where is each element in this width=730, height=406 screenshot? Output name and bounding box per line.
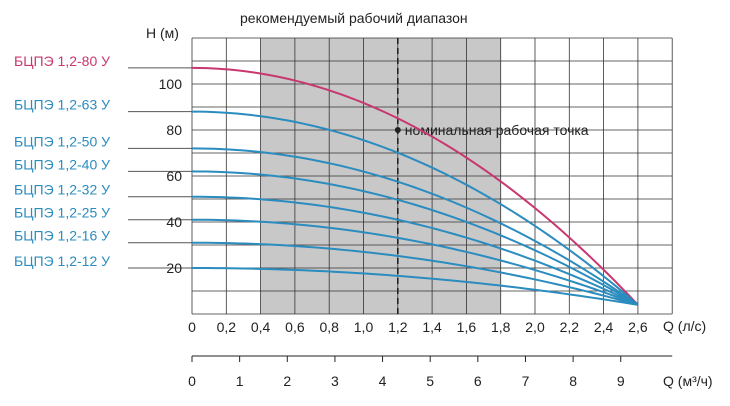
y-tick-label: 60 (166, 168, 182, 184)
x-tick-label: 0,8 (319, 319, 339, 335)
x-tick-label: 0,2 (217, 319, 237, 335)
series-label: БЦПЭ 1,2-63 У (14, 97, 110, 113)
x-tick-label: 2,6 (628, 319, 648, 335)
y-tick-label: 40 (166, 214, 182, 230)
nominal-point-label: номинальная рабочая точка (405, 122, 589, 138)
x-tick-label: 0 (188, 319, 196, 335)
series-curve (191, 110, 639, 306)
series-curve (191, 66, 639, 306)
x-tick-label: 1,0 (354, 319, 374, 335)
y-tick-label: 100 (159, 76, 183, 92)
x2-tick-label: 0 (188, 373, 196, 389)
series-curve (191, 241, 639, 306)
series-label: БЦПЭ 1,2-50 У (14, 133, 110, 149)
chart-title: рекомендуемый рабочий диапазон (240, 10, 468, 26)
series-curve (191, 267, 639, 306)
series-label: БЦПЭ 1,2-25 У (14, 205, 110, 221)
x2-tick-label: 7 (522, 373, 530, 389)
series-curve (191, 147, 639, 306)
x2-tick-label: 1 (236, 373, 244, 389)
x2-tick-label: 3 (331, 373, 339, 389)
y-axis-title: Н (м) (146, 25, 179, 41)
x2-tick-label: 6 (474, 373, 482, 389)
nominal-point-marker (394, 127, 401, 133)
series-label: БЦПЭ 1,2-32 У (14, 182, 110, 198)
x2-axis-title: Q (м³/ч) (663, 373, 713, 389)
y-tick-label: 80 (166, 122, 182, 138)
series-curve (191, 195, 639, 306)
y-tick-label: 20 (166, 260, 182, 276)
series-label: БЦПЭ 1,2-12 У (14, 253, 110, 269)
x-tick-label: 0,6 (285, 319, 305, 335)
series-label: БЦПЭ 1,2-16 У (14, 228, 110, 244)
x2-tick-label: 9 (617, 373, 625, 389)
x-tick-label: 1,2 (388, 319, 408, 335)
series-label: БЦПЭ 1,2-80 У (14, 53, 110, 69)
curves-layer (191, 66, 639, 306)
series-label: БЦПЭ 1,2-40 У (14, 156, 110, 172)
x-tick-label: 2,0 (525, 319, 545, 335)
x-tick-label: 0,4 (251, 319, 271, 335)
nominal-line-layer: номинальная рабочая точка (394, 38, 589, 314)
x2-tick-label: 2 (283, 373, 291, 389)
x-tick-label: 1,8 (491, 319, 511, 335)
x-tick-label: 1,6 (457, 319, 477, 335)
series-curve (191, 170, 639, 306)
x-axis-title: Q (л/с) (663, 318, 706, 334)
series-labels-layer: БЦПЭ 1,2-80 У БЦПЭ 1,2-63 У БЦПЭ 1,2-50 У Б… (14, 53, 192, 269)
x2-tick-label: 5 (426, 373, 434, 389)
series-curve (191, 218, 639, 306)
x-tick-label: 1,4 (422, 319, 442, 335)
x-tick-label: 2,4 (594, 319, 614, 335)
x2-tick-label: 8 (569, 373, 577, 389)
x-tick-label: 2,2 (560, 319, 580, 335)
x2-tick-label: 4 (379, 373, 387, 389)
